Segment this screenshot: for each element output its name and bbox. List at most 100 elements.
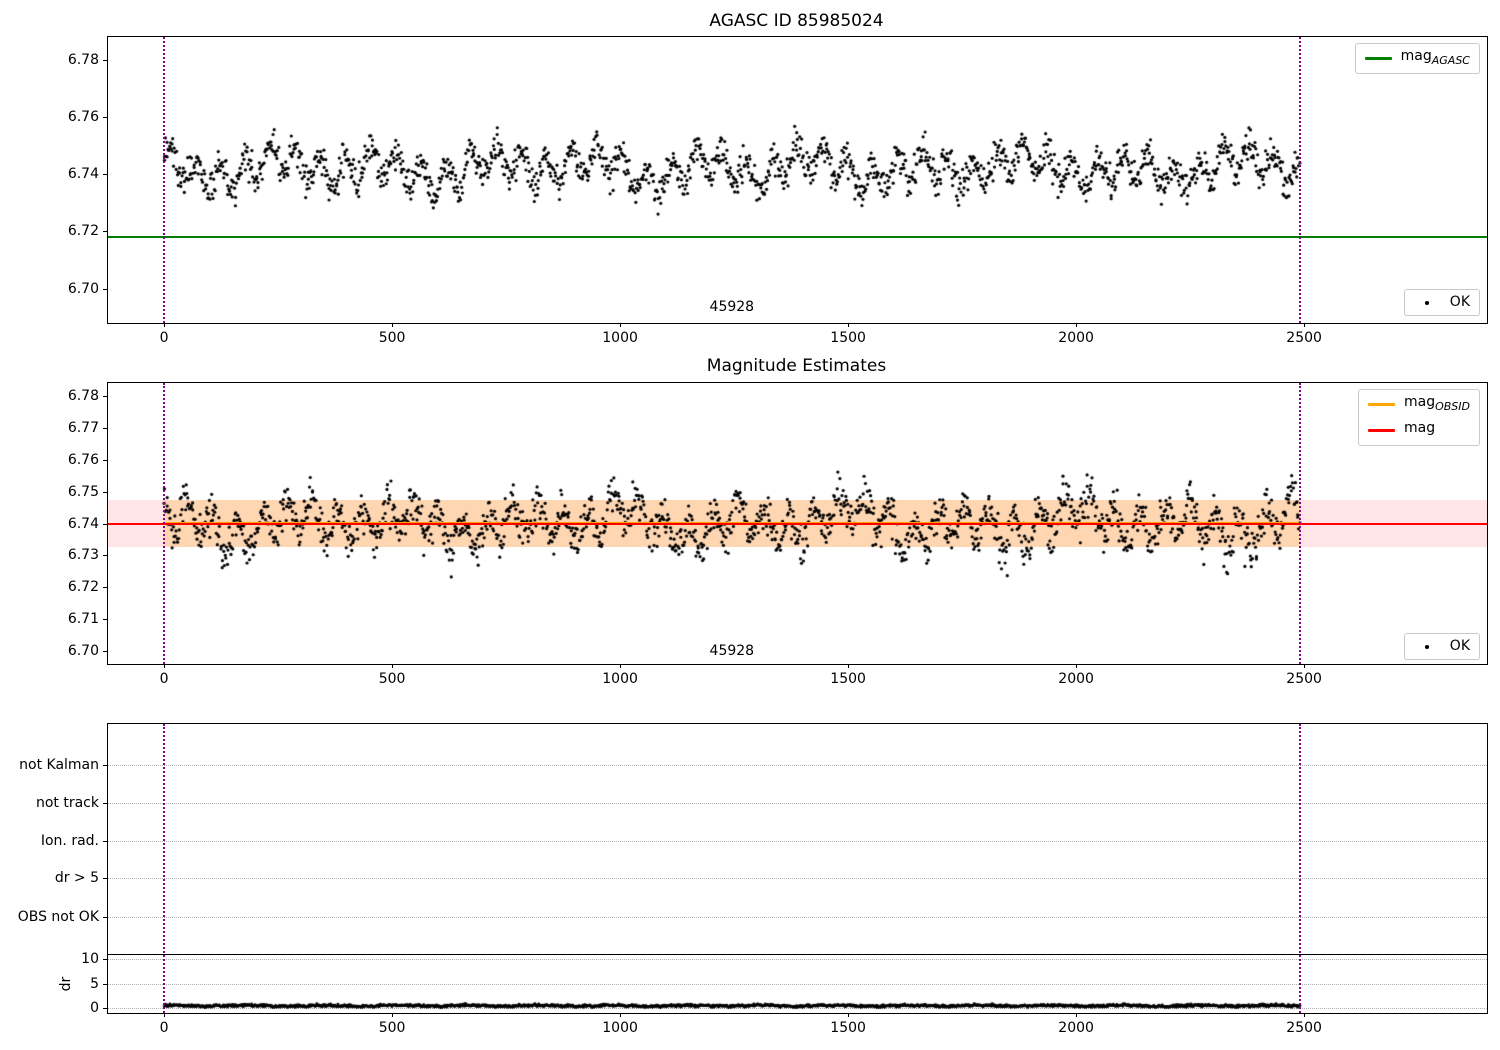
x-tick-label: 2500 xyxy=(1286,1020,1322,1036)
y-tick-label: 6.70 xyxy=(67,643,99,660)
panel1-title: AGASC ID 85985024 xyxy=(709,11,884,31)
category-label: OBS not OK xyxy=(17,909,99,925)
dr-tick-label: 5 xyxy=(90,975,99,992)
x-tick-label: 1500 xyxy=(830,1020,866,1036)
obsid-annotation: 45928 xyxy=(709,299,755,316)
legend-label: mag xyxy=(1403,419,1436,436)
legend-entry-mag: mag xyxy=(1367,419,1470,441)
dr-tickmark xyxy=(103,1008,107,1009)
panel2-title: Magnitude Estimates xyxy=(706,356,887,376)
reference-line xyxy=(108,236,1487,239)
panel-flags-axes: not Kalman not track Ion. rad. dr > 5 OBS no… xyxy=(18,723,1488,1036)
x-tickmark xyxy=(1076,664,1078,668)
obs-boundary-line xyxy=(163,383,166,664)
x-tickmark xyxy=(164,664,166,668)
obs-boundary-line xyxy=(163,724,166,1013)
y-tickmark xyxy=(103,651,107,653)
x-tickmark xyxy=(1304,664,1306,668)
panel2-legend: magOBSID mag xyxy=(1357,389,1480,446)
y-tickmark xyxy=(103,117,107,119)
legend-entry-mag-agasc: magAGASC xyxy=(1364,48,1470,69)
panel2-ok-legend: OK xyxy=(1403,633,1480,660)
x-tickmark xyxy=(1076,323,1078,327)
y-tick-label: 6.74 xyxy=(67,515,99,532)
category-tickmark xyxy=(103,878,107,879)
legend-label: magOBSID xyxy=(1403,394,1470,413)
x-tick-label: 2500 xyxy=(1286,330,1322,346)
category-tickmark xyxy=(103,803,107,804)
y-tick-label: 6.78 xyxy=(67,387,99,404)
reference-line xyxy=(108,522,1487,525)
y-tick-label: 6.78 xyxy=(67,51,99,68)
y-tick-label: 6.77 xyxy=(67,419,99,436)
category-label: dr > 5 xyxy=(54,870,99,886)
y-tickmark xyxy=(103,427,107,429)
x-tick-label: 500 xyxy=(378,1020,406,1036)
panel1-ok-legend: OK xyxy=(1403,289,1480,316)
y-tick-label: 6.70 xyxy=(67,280,99,297)
y-tickmark xyxy=(103,395,107,397)
x-tickmark xyxy=(392,1013,394,1017)
y-tick-label: 6.76 xyxy=(67,451,99,468)
y-tickmark xyxy=(103,523,107,525)
category-tickmark xyxy=(103,841,107,842)
y-tickmark xyxy=(103,174,107,176)
category-tickmark xyxy=(103,765,107,766)
obs-boundary-line xyxy=(1298,383,1301,664)
y-tick-label: 6.72 xyxy=(67,579,99,596)
y-tickmark xyxy=(103,619,107,621)
dr-tickmark xyxy=(103,983,107,985)
y-tick-label: 6.74 xyxy=(67,166,99,183)
dr-axis-label: dr xyxy=(58,976,74,992)
category-label: not Kalman xyxy=(19,757,99,773)
x-tickmark xyxy=(848,664,850,668)
y-tick-label: 6.75 xyxy=(67,483,99,500)
x-tickmark xyxy=(392,323,394,327)
x-tick-label: 0 xyxy=(159,1020,169,1036)
dot-marker-icon xyxy=(1414,300,1441,305)
panel-mag-agasc-axes: magAGASC OK 45928 0 500 1000 1500 2000 2500 6.7… xyxy=(68,36,1488,346)
dr-tickmark xyxy=(103,959,107,960)
x-tickmark xyxy=(620,664,622,668)
legend-label: OK xyxy=(1449,638,1470,654)
y-tickmark xyxy=(103,587,107,589)
panel1-legend: magAGASC xyxy=(1354,43,1480,74)
legend-entry-mag-obsid: magOBSID xyxy=(1367,394,1470,415)
y-tickmark xyxy=(103,288,107,290)
category-label: not track xyxy=(35,795,99,811)
x-tick-label: 2000 xyxy=(1058,671,1094,687)
x-tickmark xyxy=(392,664,394,668)
red-line-swatch xyxy=(1367,428,1395,432)
x-tick-label: 500 xyxy=(378,330,406,346)
x-tickmark xyxy=(164,1013,166,1017)
x-tickmark xyxy=(1304,1013,1306,1017)
x-tickmark xyxy=(164,323,166,327)
legend-label: magAGASC xyxy=(1400,48,1470,67)
x-tick-label: 0 xyxy=(159,671,169,687)
y-tick-label: 6.76 xyxy=(67,109,99,126)
y-tickmark xyxy=(103,459,107,461)
x-tickmark xyxy=(1076,1013,1078,1017)
x-tick-label: 2500 xyxy=(1286,671,1322,687)
x-tick-label: 1500 xyxy=(830,330,866,346)
x-tick-label: 2000 xyxy=(1058,330,1094,346)
y-tickmark xyxy=(103,231,107,233)
legend-entry-ok: OK xyxy=(1414,638,1470,655)
panel-magnitude-estimates-axes: magOBSID mag OK 45928 0 500 1000 1500 2000 250… xyxy=(68,382,1488,687)
y-tick-label: 6.73 xyxy=(67,547,99,564)
agasc_panel-scatter-canvas xyxy=(108,37,1487,323)
green-line-swatch xyxy=(1364,56,1392,60)
x-tickmark xyxy=(620,1013,622,1017)
obs-boundary-line xyxy=(1298,37,1301,323)
orange-line-swatch xyxy=(1367,402,1395,406)
flags_panel-scatter-canvas xyxy=(108,724,1487,1013)
y-tickmark xyxy=(103,555,107,557)
y-tickmark xyxy=(103,491,107,493)
category-label: Ion. rad. xyxy=(40,833,99,849)
y-tick-label: 6.71 xyxy=(67,611,99,628)
x-tick-label: 500 xyxy=(378,671,406,687)
x-tick-label: 0 xyxy=(159,330,169,346)
x-tick-label: 2000 xyxy=(1058,1020,1094,1036)
dr-tick-label: 10 xyxy=(81,951,99,967)
legend-entry-ok: OK xyxy=(1414,294,1470,311)
